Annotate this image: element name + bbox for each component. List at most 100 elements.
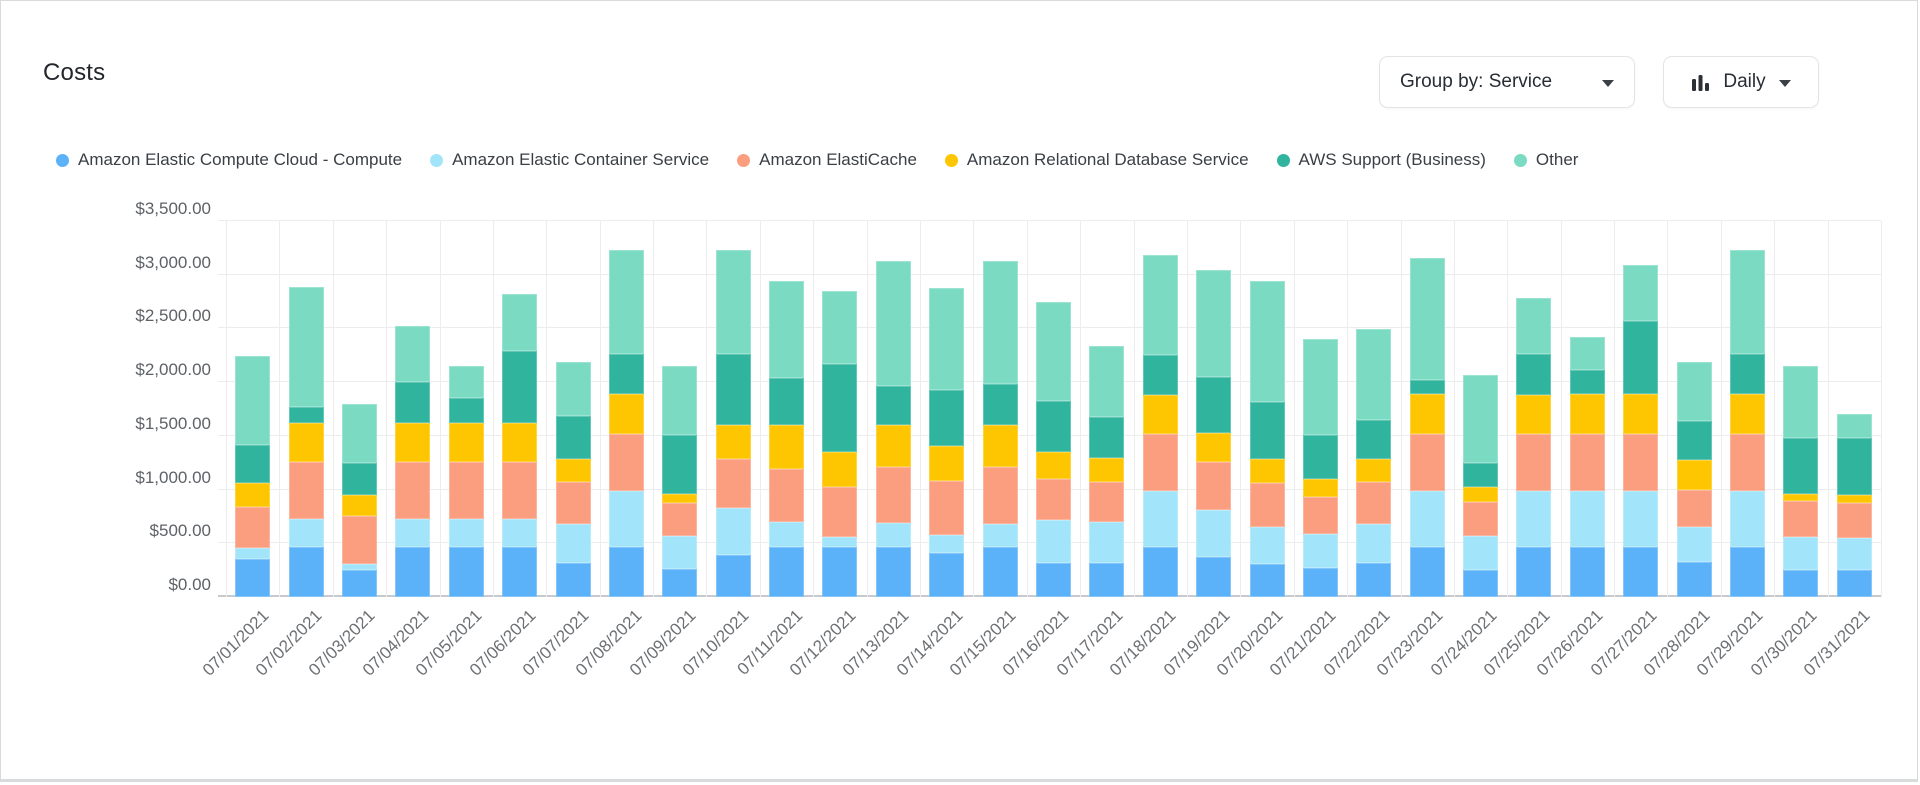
bar-segment[interactable] [715, 249, 751, 355]
bar-segment[interactable] [288, 547, 324, 597]
bar-segment[interactable] [235, 355, 271, 445]
bar-segment[interactable] [822, 452, 858, 488]
bar-segment[interactable] [982, 383, 1018, 426]
bar-segment[interactable] [395, 382, 431, 423]
bar-segment[interactable] [715, 425, 751, 460]
bar-segment[interactable] [1249, 401, 1285, 460]
bar-segment[interactable] [1836, 538, 1872, 571]
bar-segment[interactable] [1142, 394, 1178, 435]
bar-segment[interactable] [1730, 434, 1766, 491]
bar-segment[interactable] [1836, 502, 1872, 539]
bar-segment[interactable] [875, 425, 911, 468]
bar-segment[interactable] [822, 547, 858, 597]
bar-segment[interactable] [1623, 490, 1659, 548]
bar-07/15/2021[interactable] [982, 261, 1018, 597]
bar-segment[interactable] [1676, 460, 1712, 491]
bar-segment[interactable] [1516, 354, 1552, 395]
bar-07/16/2021[interactable] [1036, 301, 1071, 597]
bar-segment[interactable] [1036, 562, 1071, 597]
bar-segment[interactable] [662, 536, 698, 569]
bar-segment[interactable] [929, 480, 965, 535]
bar-segment[interactable] [662, 434, 698, 495]
bar-segment[interactable] [341, 403, 377, 463]
bar-07/27/2021[interactable] [1623, 264, 1659, 597]
bar-segment[interactable] [235, 444, 271, 483]
bar-segment[interactable] [769, 378, 805, 426]
bar-segment[interactable] [1730, 490, 1766, 548]
bar-segment[interactable] [769, 547, 805, 597]
bar-segment[interactable] [235, 558, 271, 597]
bar-segment[interactable] [1249, 564, 1285, 597]
bar-segment[interactable] [1836, 438, 1872, 496]
bar-segment[interactable] [608, 490, 644, 548]
bar-07/21/2021[interactable] [1302, 339, 1338, 597]
bar-segment[interactable] [982, 467, 1018, 524]
group-by-dropdown[interactable]: Group by: Service [1379, 56, 1635, 108]
bar-segment[interactable] [929, 389, 965, 446]
bar-segment[interactable] [608, 547, 644, 597]
bar-segment[interactable] [1463, 536, 1499, 571]
bar-segment[interactable] [1783, 537, 1819, 570]
legend-item[interactable]: AWS Support (Business) [1276, 150, 1486, 170]
bar-07/17/2021[interactable] [1089, 346, 1125, 597]
bar-segment[interactable] [662, 494, 698, 503]
bar-segment[interactable] [1036, 520, 1071, 563]
bar-segment[interactable] [715, 459, 751, 508]
bar-segment[interactable] [1783, 569, 1819, 597]
bar-segment[interactable] [502, 547, 538, 597]
bar-segment[interactable] [1623, 434, 1659, 491]
bar-segment[interactable] [448, 519, 484, 548]
bar-07/07/2021[interactable] [555, 361, 591, 597]
bar-segment[interactable] [1356, 563, 1392, 597]
legend-item[interactable]: Amazon Elastic Container Service [430, 150, 709, 170]
bar-07/25/2021[interactable] [1516, 297, 1552, 597]
legend-item[interactable]: Amazon ElastiCache [737, 150, 917, 170]
bar-07/12/2021[interactable] [822, 290, 858, 597]
bar-segment[interactable] [1730, 547, 1766, 597]
bar-segment[interactable] [769, 468, 805, 523]
bar-segment[interactable] [1302, 478, 1338, 497]
bar-segment[interactable] [822, 363, 858, 453]
bar-segment[interactable] [608, 353, 644, 395]
bar-segment[interactable] [1196, 269, 1232, 377]
bar-segment[interactable] [982, 261, 1018, 384]
bar-segment[interactable] [1676, 361, 1712, 421]
bar-07/30/2021[interactable] [1783, 366, 1819, 597]
bar-segment[interactable] [662, 568, 698, 597]
bar-segment[interactable] [1516, 490, 1552, 548]
bar-segment[interactable] [341, 515, 377, 565]
bar-segment[interactable] [235, 547, 271, 559]
bar-segment[interactable] [1249, 459, 1285, 483]
legend-item[interactable]: Amazon Elastic Compute Cloud - Compute [56, 150, 402, 170]
bar-segment[interactable] [1623, 321, 1659, 395]
bar-segment[interactable] [1142, 547, 1178, 597]
bar-07/18/2021[interactable] [1142, 255, 1178, 597]
bar-segment[interactable] [1196, 376, 1232, 434]
bar-07/05/2021[interactable] [448, 366, 484, 597]
bar-segment[interactable] [1676, 526, 1712, 562]
bar-segment[interactable] [662, 366, 698, 435]
bar-07/13/2021[interactable] [875, 261, 911, 597]
bar-segment[interactable] [1036, 451, 1071, 480]
bar-segment[interactable] [1302, 496, 1338, 534]
bar-07/31/2021[interactable] [1836, 413, 1872, 597]
bar-segment[interactable] [1730, 354, 1766, 395]
bar-segment[interactable] [502, 461, 538, 520]
bar-segment[interactable] [235, 482, 271, 507]
bar-segment[interactable] [1089, 417, 1125, 458]
bar-segment[interactable] [448, 423, 484, 462]
bar-segment[interactable] [1463, 374, 1499, 463]
bar-segment[interactable] [1836, 495, 1872, 503]
legend-item[interactable]: Amazon Relational Database Service [944, 150, 1249, 170]
bar-07/26/2021[interactable] [1569, 337, 1605, 597]
bar-segment[interactable] [822, 487, 858, 538]
bar-segment[interactable] [1463, 501, 1499, 537]
bar-07/03/2021[interactable] [341, 403, 377, 597]
bar-07/09/2021[interactable] [662, 366, 698, 597]
bar-segment[interactable] [448, 461, 484, 520]
bar-segment[interactable] [341, 495, 377, 516]
bar-segment[interactable] [875, 385, 911, 426]
bar-segment[interactable] [1036, 479, 1071, 521]
bar-segment[interactable] [715, 555, 751, 597]
bar-07/10/2021[interactable] [715, 249, 751, 597]
